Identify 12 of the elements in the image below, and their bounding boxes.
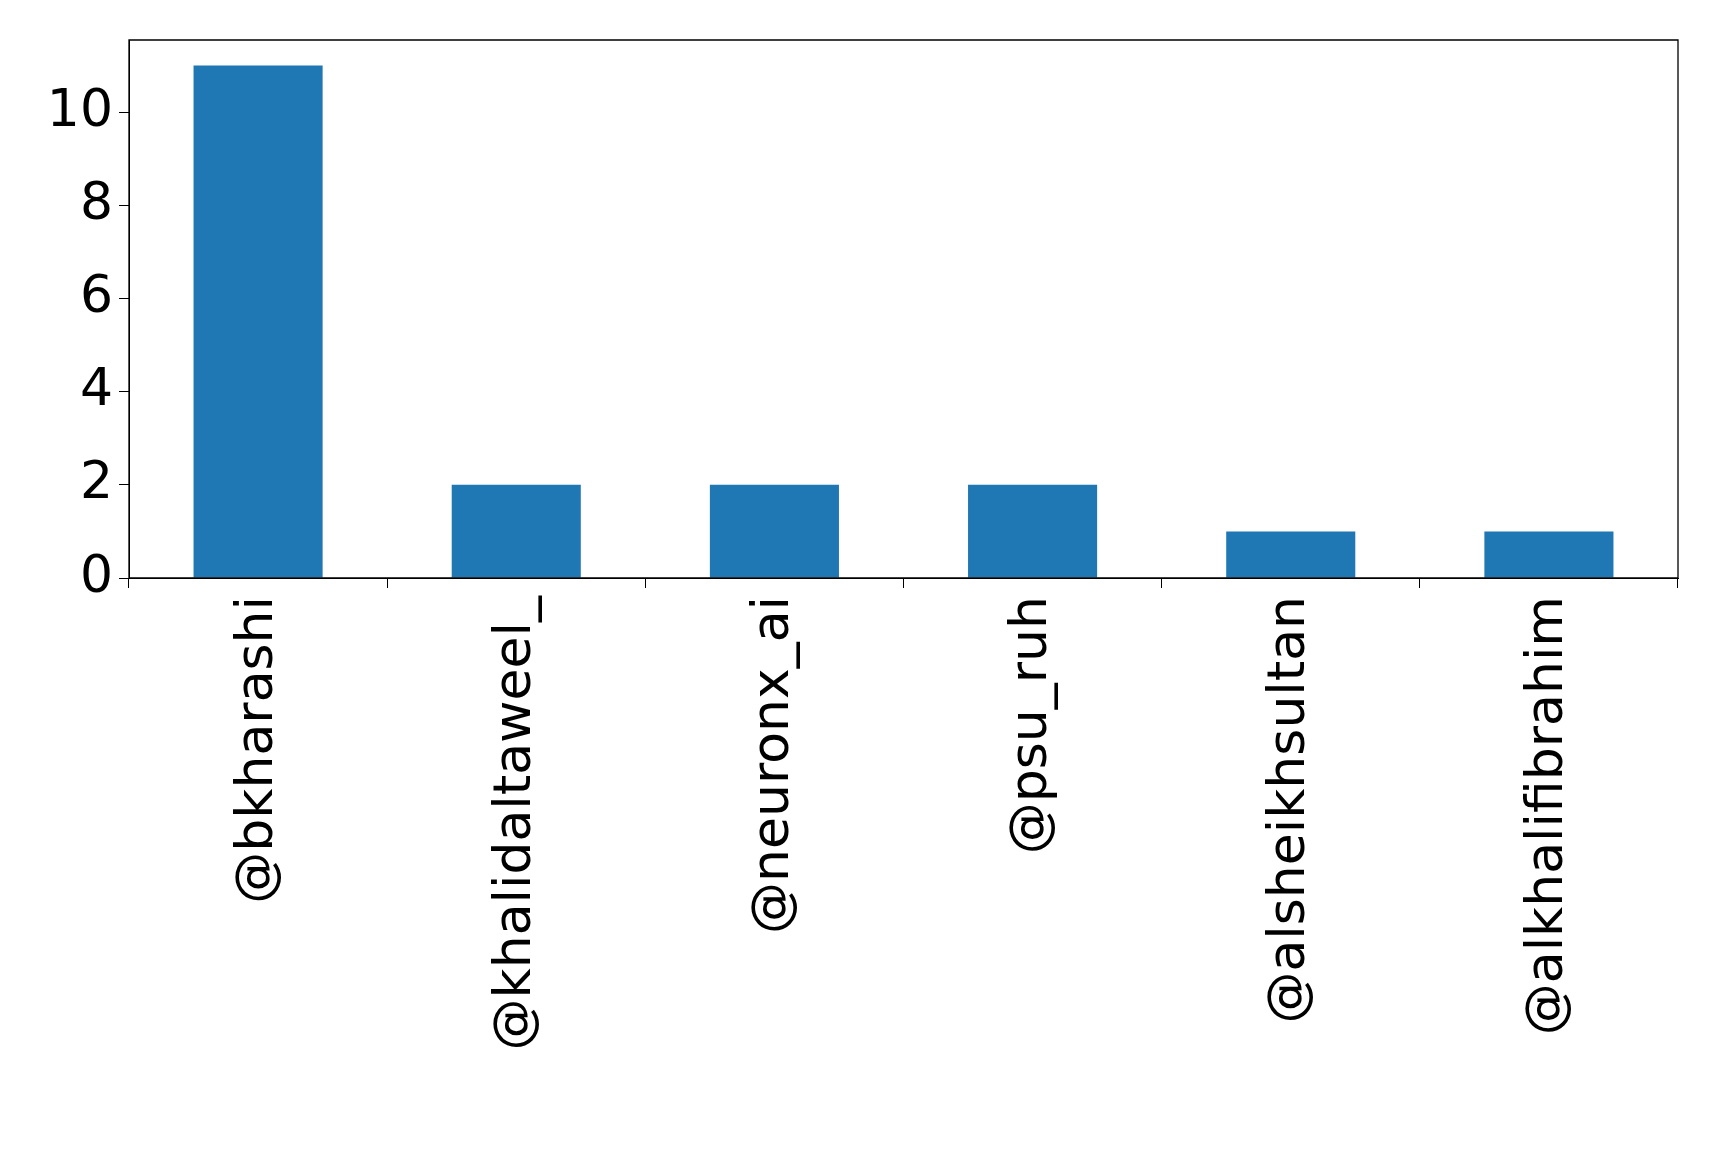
x-tick-label: @khalidaltaweel_ xyxy=(481,595,542,1051)
y-tick-label: 6 xyxy=(79,264,113,325)
y-tick-label: 10 xyxy=(46,77,113,138)
y-tick-label: 2 xyxy=(79,450,113,511)
x-tick-label: @alkhalifibrahim xyxy=(1514,596,1575,1036)
y-tick-label: 8 xyxy=(79,170,113,231)
x-tick-label: @bkharashi xyxy=(223,596,284,904)
y-tick-label: 0 xyxy=(79,543,113,604)
y-tick-label: 4 xyxy=(79,357,113,418)
x-tick-label: @psu_ruh xyxy=(998,596,1059,855)
x-tick-label: @neuronx_ai xyxy=(739,596,800,934)
x-tick-label: @alsheikhsultan xyxy=(1256,596,1317,1024)
